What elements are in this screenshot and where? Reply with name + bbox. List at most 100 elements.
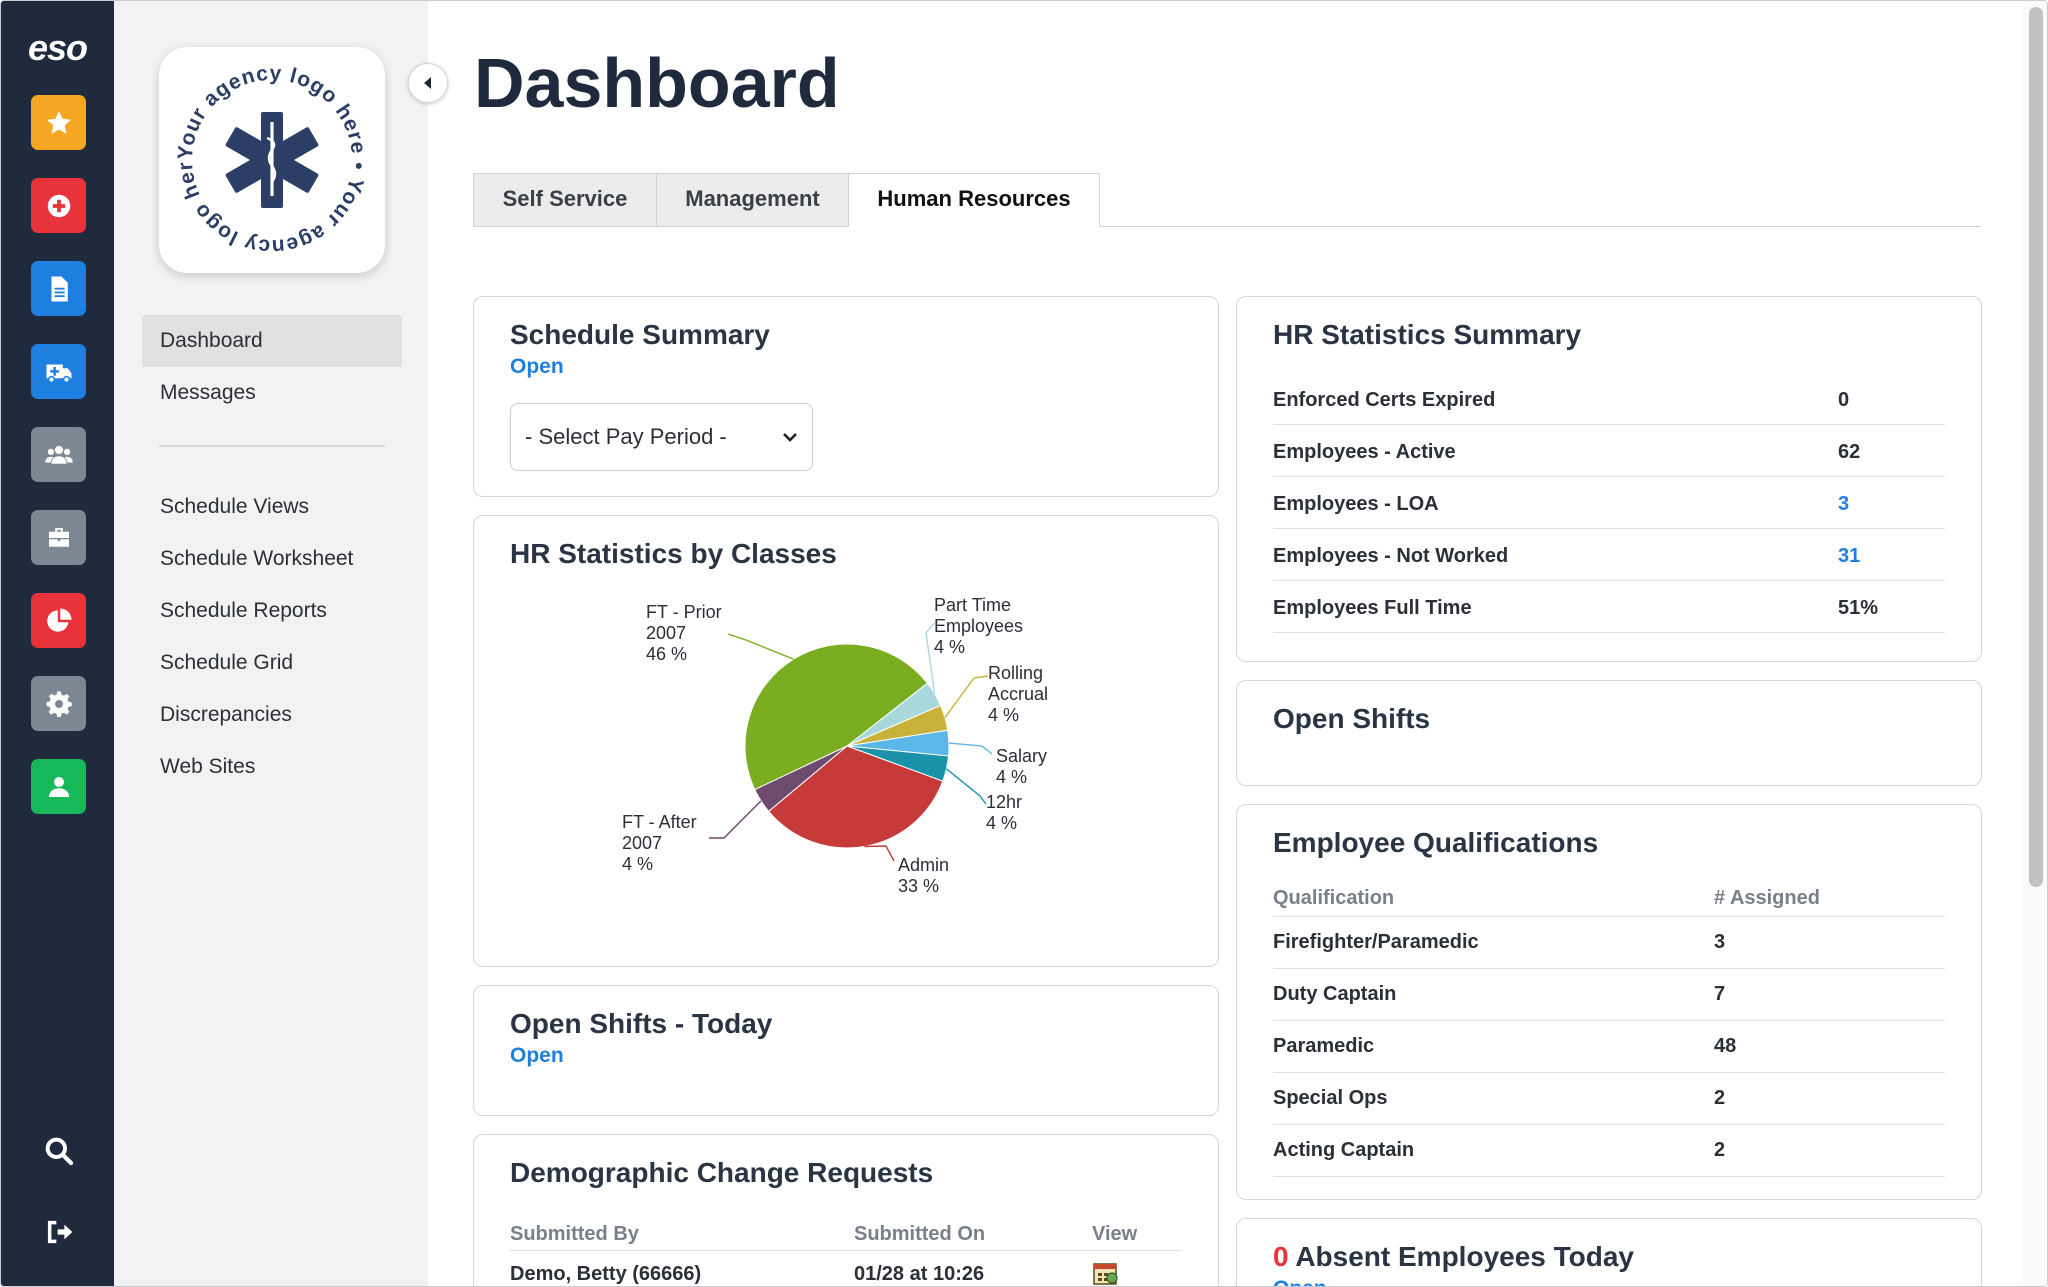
absent-employees-card: 0 Absent Employees Today Open: [1236, 1218, 1982, 1286]
pie-slice[interactable]: [744, 643, 929, 791]
table-row: Duty Captain 7: [1273, 969, 1945, 1021]
documents-button[interactable]: [31, 261, 86, 316]
absent-title: Absent Employees Today: [1295, 1241, 1635, 1272]
stat-value[interactable]: 31: [1838, 545, 1861, 567]
gear-icon: [46, 691, 72, 717]
card-title: Open Shifts: [1273, 703, 1431, 734]
favorites-button[interactable]: [31, 95, 86, 150]
view-button[interactable]: [1092, 1259, 1120, 1286]
pie-leader-line: [948, 742, 993, 755]
pie-slice-label-line: Employees: [934, 616, 1023, 636]
medical-button[interactable]: [31, 178, 86, 233]
col-qualification: Qualification: [1273, 887, 1395, 909]
qualification-name: Firefighter/Paramedic: [1273, 931, 1479, 953]
briefcase-icon: [48, 527, 69, 547]
ambulance-icon: [46, 364, 71, 383]
table-row: Paramedic 48: [1273, 1021, 1945, 1073]
stat-value[interactable]: 3: [1838, 493, 1850, 515]
table-header: Submitted By Submitted On View: [510, 1215, 1182, 1251]
pie-slice-label-line: 12hr: [986, 792, 1022, 812]
col-assigned: # Assigned: [1714, 887, 1820, 909]
pie-slice-label-line: Admin: [898, 855, 949, 875]
pie-leader-line: [864, 845, 895, 862]
tab-management[interactable]: Management: [656, 173, 849, 227]
qualification-count: 2: [1714, 1087, 1726, 1109]
stat-label: Employees Full Time: [1273, 597, 1472, 619]
nav-discrepancies[interactable]: Discrepancies: [160, 703, 292, 726]
table-row: Firefighter/Paramedic 3: [1273, 917, 1945, 969]
qualification-count: 3: [1714, 931, 1726, 953]
submitted-by: Demo, Betty (66666): [510, 1263, 702, 1285]
pie-leader-line: [925, 622, 936, 694]
icon-rail: eso: [1, 1, 114, 1286]
briefcase-button[interactable]: [31, 510, 86, 565]
open-shifts-card: Open Shifts: [1236, 680, 1982, 786]
favorites-star-icon: [46, 110, 71, 134]
pie-leader-line: [944, 675, 989, 718]
nav-schedule-worksheet[interactable]: Schedule Worksheet: [160, 547, 354, 570]
open-link[interactable]: Open: [510, 1044, 564, 1067]
hr-stat-row: Employees Full Time 51%: [1273, 581, 1945, 633]
table-row: Special Ops 2: [1273, 1073, 1945, 1125]
pie-slice[interactable]: [767, 745, 944, 849]
nav-schedule-grid[interactable]: Schedule Grid: [160, 651, 294, 674]
qualification-count: 48: [1714, 1035, 1737, 1057]
pay-period-select[interactable]: - Select Pay Period -: [510, 403, 813, 471]
settings-button[interactable]: [31, 676, 86, 731]
pie-slice-label-line: FT - After: [622, 812, 697, 832]
medical-cross-icon: [47, 194, 70, 217]
nav-messages[interactable]: Messages: [160, 381, 256, 404]
pie-slice-label-line: 4 %: [934, 637, 965, 657]
reports-button[interactable]: [31, 593, 86, 648]
card-title: Demographic Change Requests: [510, 1157, 934, 1188]
open-link[interactable]: Open: [1273, 1277, 1327, 1286]
nav-schedule-views[interactable]: Schedule Views: [160, 495, 310, 518]
pie-slice-label-line: 46 %: [646, 644, 687, 664]
pie-slice-label-line: 4 %: [622, 854, 653, 874]
scrollbar-thumb[interactable]: [2029, 7, 2043, 887]
demographic-requests-card: Demographic Change Requests Submitted By…: [473, 1134, 1219, 1286]
pie-slice-label-line: 4 %: [996, 767, 1027, 787]
open-link[interactable]: Open: [510, 355, 564, 378]
qualification-count: 7: [1714, 983, 1726, 1005]
profile-button[interactable]: [31, 759, 86, 814]
search-button[interactable]: [31, 1123, 86, 1178]
pie-slice-label-line: Part Time: [934, 595, 1011, 615]
table-header: Qualification # Assigned: [1273, 881, 1945, 917]
logout-button[interactable]: [31, 1204, 86, 1259]
pie-slice-label-line: 2007: [622, 833, 662, 853]
card-title: HR Statistics Summary: [1273, 319, 1582, 350]
document-icon: [51, 276, 68, 301]
caret-left-icon: [424, 77, 431, 89]
chevron-down-icon: [783, 433, 797, 442]
agency-logo: Your agency logo here • Your agency logo…: [153, 29, 385, 273]
people-button[interactable]: [31, 427, 86, 482]
nav-web-sites[interactable]: Web Sites: [160, 755, 256, 778]
nav-dashboard[interactable]: Dashboard: [142, 315, 402, 367]
open-shifts-today-card: Open Shifts - Today Open: [473, 985, 1219, 1116]
qualification-name: Duty Captain: [1273, 983, 1397, 1005]
view-calendar-icon: [1093, 1263, 1118, 1285]
pie-leader-line: [709, 800, 762, 839]
pie-leader-line: [945, 768, 987, 805]
pie-slice-label: FT - After 2007 4 %: [622, 812, 697, 874]
hr-summary-card: HR Statistics Summary Enforced Certs Exp…: [1236, 296, 1982, 662]
stat-value: 62: [1838, 441, 1861, 463]
col-submitted-by: Submitted By: [510, 1223, 639, 1245]
col-submitted-on: Submitted On: [854, 1223, 986, 1245]
pie-slice-label: FT - Prior 2007 46 %: [646, 602, 722, 664]
pie-slice-label: Part Time Employees 4 %: [934, 595, 1023, 657]
stat-label: Enforced Certs Expired: [1273, 389, 1496, 411]
collapse-sidebar-button[interactable]: [408, 63, 448, 103]
pay-period-value: - Select Pay Period -: [525, 424, 727, 449]
ambulance-button[interactable]: [31, 344, 86, 399]
qualification-name: Special Ops: [1273, 1087, 1388, 1109]
tab-human-resources[interactable]: Human Resources: [848, 173, 1100, 227]
pie-slice-label: Rolling Accrual 4 %: [988, 663, 1048, 725]
nav-schedule-reports[interactable]: Schedule Reports: [160, 599, 327, 622]
hr-stat-row: Employees - Not Worked 31: [1273, 529, 1945, 581]
tab-self-service[interactable]: Self Service: [473, 173, 657, 227]
stat-label: Employees - LOA: [1273, 493, 1439, 515]
pie-slice-label-line: Rolling: [988, 663, 1043, 683]
